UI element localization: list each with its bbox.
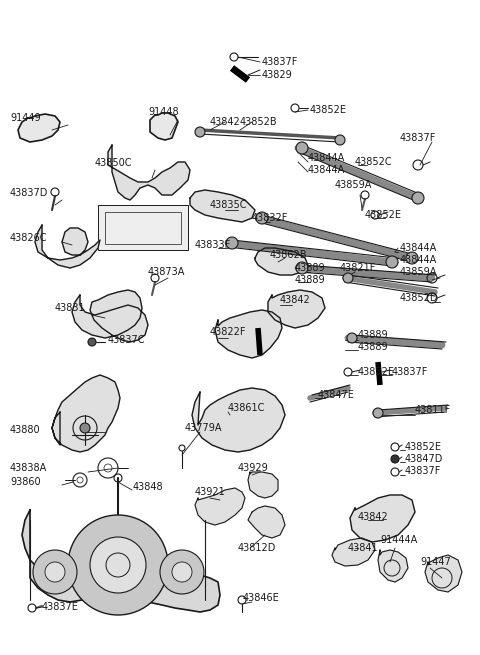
- Text: 43835C: 43835C: [210, 200, 248, 210]
- Text: 43837C: 43837C: [108, 335, 145, 345]
- Circle shape: [33, 550, 77, 594]
- Polygon shape: [52, 375, 120, 452]
- Text: 43861C: 43861C: [228, 403, 265, 413]
- Circle shape: [296, 142, 308, 154]
- Polygon shape: [18, 114, 60, 142]
- Text: 43852C: 43852C: [355, 157, 393, 167]
- Text: 93860: 93860: [10, 477, 41, 487]
- Polygon shape: [255, 248, 308, 275]
- Polygon shape: [332, 538, 375, 566]
- Circle shape: [80, 423, 90, 433]
- Text: 91444A: 91444A: [380, 535, 417, 545]
- Circle shape: [88, 338, 96, 346]
- Text: 43929: 43929: [238, 463, 269, 473]
- Text: 43852E: 43852E: [310, 105, 347, 115]
- Text: 43837F: 43837F: [400, 133, 436, 143]
- Text: 43832F: 43832F: [252, 213, 288, 223]
- Polygon shape: [72, 290, 148, 342]
- Text: 43811F: 43811F: [415, 405, 451, 415]
- Polygon shape: [108, 145, 190, 200]
- Text: 43837D: 43837D: [10, 188, 48, 198]
- Text: 91447: 91447: [420, 557, 451, 567]
- Polygon shape: [150, 113, 178, 140]
- Bar: [98, 205, 188, 250]
- Text: 43844A: 43844A: [308, 153, 345, 163]
- Text: 43852E: 43852E: [358, 367, 395, 377]
- Text: 43842: 43842: [210, 117, 241, 127]
- Circle shape: [335, 135, 345, 145]
- Polygon shape: [378, 550, 408, 582]
- Text: 43880: 43880: [10, 425, 41, 435]
- Text: 43812D: 43812D: [238, 543, 276, 553]
- Text: 43844A: 43844A: [400, 243, 437, 253]
- Text: 43847D: 43847D: [405, 454, 444, 464]
- Text: 43889: 43889: [358, 342, 389, 352]
- Polygon shape: [425, 555, 462, 592]
- Circle shape: [343, 273, 353, 283]
- Circle shape: [195, 127, 205, 137]
- Circle shape: [296, 262, 308, 274]
- Circle shape: [347, 333, 357, 343]
- Text: 43829: 43829: [262, 70, 293, 80]
- Text: 43844A: 43844A: [308, 165, 345, 175]
- Circle shape: [386, 256, 398, 268]
- Circle shape: [391, 455, 399, 463]
- Text: 43826C: 43826C: [10, 233, 48, 243]
- Circle shape: [226, 237, 238, 249]
- Text: 43859A: 43859A: [400, 267, 437, 277]
- Circle shape: [256, 212, 268, 224]
- Circle shape: [172, 562, 192, 582]
- Text: 43844A: 43844A: [400, 255, 437, 265]
- Text: 43852D: 43852D: [400, 293, 439, 303]
- Text: 43846E: 43846E: [243, 593, 280, 603]
- Text: 43852B: 43852B: [240, 117, 277, 127]
- Text: 43852E: 43852E: [365, 210, 402, 220]
- Text: 43842: 43842: [280, 295, 311, 305]
- Polygon shape: [268, 290, 325, 328]
- Text: 43847E: 43847E: [318, 390, 355, 400]
- Text: 43862B: 43862B: [270, 250, 308, 260]
- Circle shape: [160, 550, 204, 594]
- Text: 43921: 43921: [195, 487, 226, 497]
- Text: 43889: 43889: [295, 275, 325, 285]
- Text: 43779A: 43779A: [185, 423, 223, 433]
- Circle shape: [90, 537, 146, 593]
- Polygon shape: [350, 495, 415, 542]
- Text: 43833F: 43833F: [195, 240, 231, 250]
- Circle shape: [373, 408, 383, 418]
- Polygon shape: [248, 472, 278, 498]
- Text: 43837F: 43837F: [405, 466, 442, 476]
- Text: 43822F: 43822F: [210, 327, 247, 337]
- Text: 43873A: 43873A: [148, 267, 185, 277]
- Bar: [105, 212, 181, 244]
- Circle shape: [406, 252, 418, 264]
- Polygon shape: [215, 310, 282, 358]
- Circle shape: [45, 562, 65, 582]
- Polygon shape: [248, 506, 285, 538]
- Text: 43831: 43831: [55, 303, 85, 313]
- Text: 43859A: 43859A: [335, 180, 372, 190]
- Text: 43838A: 43838A: [10, 463, 47, 473]
- Text: 43842: 43842: [358, 512, 389, 522]
- Text: 43852E: 43852E: [405, 442, 442, 452]
- Circle shape: [412, 192, 424, 204]
- Polygon shape: [192, 388, 285, 452]
- Text: 43850C: 43850C: [95, 158, 132, 168]
- Text: 91449: 91449: [10, 113, 41, 123]
- Polygon shape: [190, 190, 255, 222]
- Polygon shape: [22, 510, 220, 612]
- Text: 43821F: 43821F: [340, 263, 376, 273]
- Text: 43889: 43889: [295, 263, 325, 273]
- Text: 91448: 91448: [148, 107, 179, 117]
- Polygon shape: [35, 225, 100, 268]
- Text: 43889: 43889: [358, 330, 389, 340]
- Text: 43837F: 43837F: [392, 367, 428, 377]
- Text: 43837E: 43837E: [42, 602, 79, 612]
- Text: 43848: 43848: [133, 482, 164, 492]
- Text: 43837F: 43837F: [262, 57, 299, 67]
- Circle shape: [68, 515, 168, 615]
- Polygon shape: [195, 488, 245, 525]
- Text: 43841: 43841: [348, 543, 379, 553]
